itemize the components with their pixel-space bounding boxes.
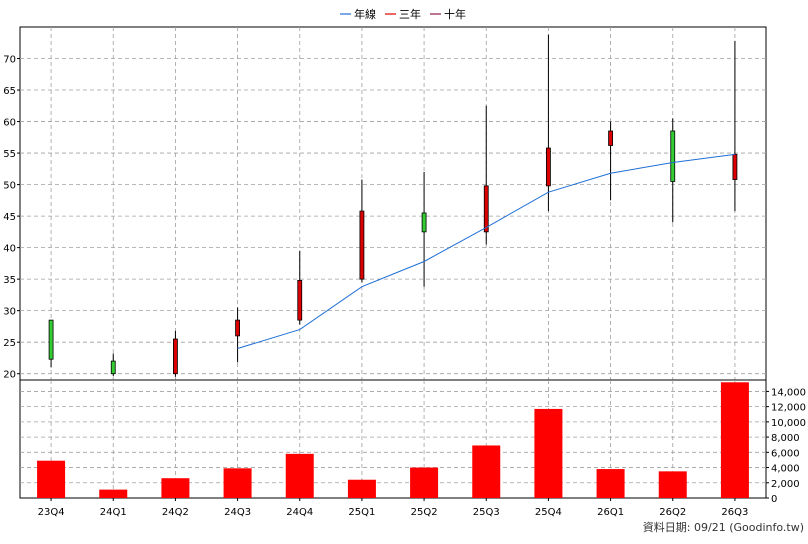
category-label: 24Q1: [100, 507, 127, 518]
candle-23Q4: [48, 319, 54, 368]
category-label: 25Q3: [473, 507, 500, 518]
candle-body: [670, 130, 676, 182]
candle-25Q2: [421, 171, 427, 287]
candle-26Q2: [670, 118, 676, 223]
ma-line-year: [237, 153, 735, 349]
volume-bar-24Q2: [161, 478, 190, 498]
legend-item-10yr: 十年: [430, 7, 466, 21]
category-label: 24Q3: [224, 507, 251, 518]
candle-body: [483, 185, 489, 233]
volume-bar-25Q3: [472, 445, 501, 498]
category-label: 26Q3: [721, 507, 748, 518]
candle-body: [173, 338, 178, 375]
volume-bar-24Q3: [223, 468, 252, 498]
volume-bar-24Q1: [99, 489, 128, 498]
candle-body: [235, 319, 240, 337]
volume-bar-25Q4: [534, 408, 563, 498]
volume-panel: 0 2,000 4,000 6,000 8,000 10,000 12,000 14,000: [19, 379, 806, 505]
volume-bar-26Q2: [658, 471, 687, 498]
volume-bar-24Q4: [285, 453, 314, 498]
volume-tick-label: 0: [771, 494, 777, 505]
price-tick-label: 65: [3, 86, 16, 97]
category-label: 25Q4: [535, 507, 562, 518]
volume-bar-25Q1: [347, 479, 376, 498]
candle-24Q3: [235, 307, 240, 363]
category-label: 23Q4: [38, 507, 65, 518]
candle-25Q3: [483, 105, 489, 245]
volume-tick-label: 6,000: [771, 448, 800, 459]
candle-body: [421, 212, 427, 233]
candle-25Q4: [546, 34, 551, 212]
candle-body: [546, 147, 551, 187]
candle-24Q1: [110, 353, 116, 377]
price-tick-label: 40: [3, 244, 16, 255]
legend-label-3yr: 三年: [399, 7, 421, 21]
category-label: 24Q2: [162, 507, 189, 518]
legend-label-year: 年線: [354, 7, 376, 21]
candlesticks: [48, 34, 738, 377]
candle-25Q1: [359, 179, 365, 283]
price-tick-label: 55: [3, 149, 16, 160]
candle-body: [359, 210, 365, 280]
candle-24Q2: [173, 330, 178, 377]
price-tick-label: 50: [3, 181, 16, 192]
candle-body: [297, 280, 303, 321]
category-axis: 23Q4 24Q1 24Q2 24Q3 24Q4 25Q1 25Q2 25Q3 25Q4 26Q1…: [38, 498, 748, 518]
candle-body: [48, 319, 54, 360]
volume-tick-label: 8,000: [771, 433, 800, 444]
volume-tick-label: 10,000: [771, 418, 806, 429]
volume-bars: [37, 382, 749, 498]
volume-tick-label: 14,000: [771, 387, 806, 398]
price-tick-label: 70: [3, 55, 16, 66]
data-date-footer: 資料日期: 09/21 (Goodinfo.tw): [643, 520, 804, 534]
category-label: 26Q2: [659, 507, 686, 518]
legend-item-3yr: 三年: [385, 7, 421, 21]
volume-bar-26Q3: [720, 382, 749, 498]
candle-body: [110, 360, 116, 375]
legend-label-10yr: 十年: [444, 7, 466, 21]
category-label: 25Q2: [411, 507, 438, 518]
price-tick-label: 30: [3, 307, 16, 318]
volume-tick-label: 4,000: [771, 464, 800, 475]
legend-item-year: 年線: [340, 7, 376, 21]
category-label: 25Q1: [348, 507, 375, 518]
price-panel: 20 25 30 35 40 45 50 55 60 65 70: [3, 26, 767, 381]
price-axis: 20 25 30 35 40 45 50 55 60 65 70: [3, 55, 20, 381]
price-tick-label: 60: [3, 118, 16, 129]
price-tick-label: 35: [3, 275, 16, 286]
category-label: 24Q4: [286, 507, 313, 518]
volume-bar-23Q4: [37, 460, 66, 498]
candle-24Q4: [297, 250, 303, 325]
candle-body: [732, 153, 738, 180]
volume-bar-26Q1: [596, 469, 625, 498]
volume-tick-label: 2,000: [771, 479, 800, 490]
category-label: 26Q1: [597, 507, 624, 518]
price-tick-label: 20: [3, 370, 16, 381]
volume-tick-label: 12,000: [771, 403, 806, 414]
price-tick-label: 45: [3, 212, 16, 223]
candle-body: [608, 130, 613, 146]
candle-26Q1: [608, 121, 613, 201]
volume-bar-25Q2: [410, 467, 439, 498]
volume-axis: 0 2,000 4,000 6,000 8,000 10,000 12,000 14,000: [766, 387, 806, 505]
price-tick-label: 25: [3, 338, 16, 349]
legend: 年線 三年 十年: [340, 7, 466, 21]
